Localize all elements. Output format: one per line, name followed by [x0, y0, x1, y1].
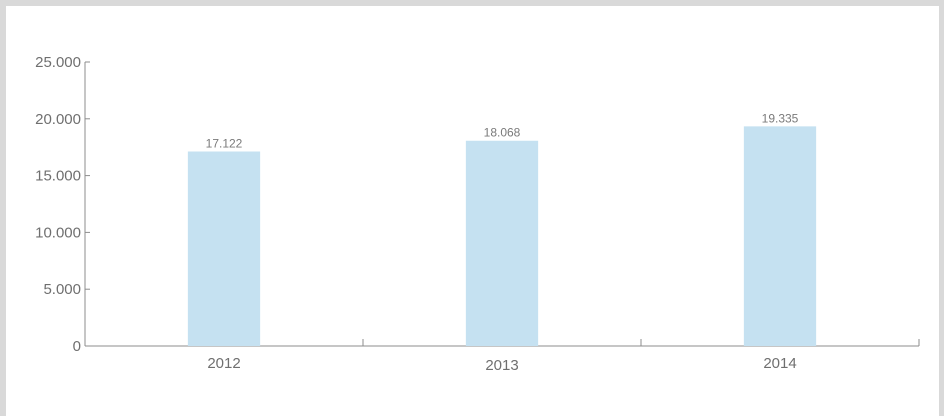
- y-axis: 0 5.000 10.000 15.000 20.000 25.000: [35, 54, 90, 355]
- bars: [187, 126, 817, 346]
- bar-value-label: 18.068: [484, 126, 521, 140]
- bar-value-label: 19.335: [762, 111, 799, 125]
- bar-2014: [743, 126, 817, 346]
- x-tick-label: 2013: [485, 357, 518, 374]
- chart-panel: 0 5.000 10.000 15.000 20.000 25.000 2012 2013 2…: [6, 6, 939, 416]
- y-tick-label: 15.000: [35, 168, 81, 185]
- bar-value-label: 17.122: [206, 136, 243, 150]
- y-tick-label: 25.000: [35, 54, 81, 71]
- x-tick-label: 2014: [763, 355, 796, 372]
- y-tick-label: 0: [73, 338, 81, 355]
- y-tick-label: 10.000: [35, 224, 81, 241]
- data-labels: 17.122 18.068 19.335: [206, 111, 799, 150]
- bar-chart: 0 5.000 10.000 15.000 20.000 25.000 2012 2013 2…: [35, 54, 920, 374]
- bar-2012: [187, 151, 261, 346]
- y-tick-label: 20.000: [35, 111, 81, 128]
- x-tick-label: 2012: [207, 355, 240, 372]
- y-tick-label: 5.000: [43, 281, 81, 298]
- bar-2013: [465, 140, 539, 346]
